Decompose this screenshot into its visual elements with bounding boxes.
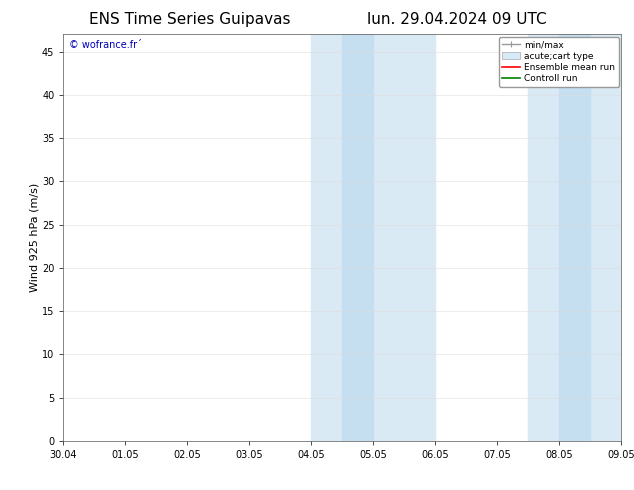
Bar (311, 34, 436, 441)
Bar (528, 34, 621, 441)
Text: ENS Time Series Guipavas: ENS Time Series Guipavas (89, 12, 291, 27)
Bar (342, 34, 373, 441)
Text: lun. 29.04.2024 09 UTC: lun. 29.04.2024 09 UTC (366, 12, 547, 27)
Legend: min/max, acute;cart type, Ensemble mean run, Controll run: min/max, acute;cart type, Ensemble mean … (499, 37, 619, 87)
Text: © wofrance.fr´: © wofrance.fr´ (69, 40, 142, 50)
Bar (559, 34, 590, 441)
Y-axis label: Wind 925 hPa (m/s): Wind 925 hPa (m/s) (29, 183, 39, 292)
